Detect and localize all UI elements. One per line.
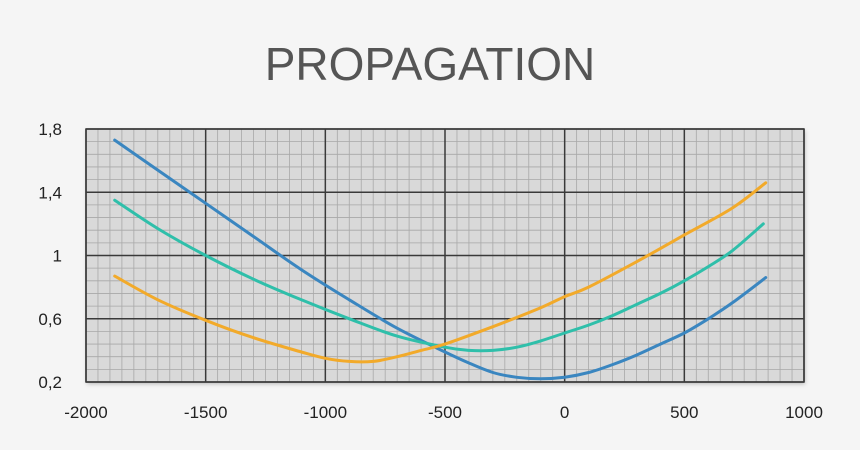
y-tick-label: 1,4 bbox=[38, 183, 62, 202]
x-tick-label: -1500 bbox=[184, 403, 227, 422]
y-tick-label: 1,8 bbox=[38, 120, 62, 139]
x-axis-ticks: -2000 -1500 -1000 -500 0 500 1000 bbox=[64, 403, 823, 422]
y-tick-label: 0,6 bbox=[38, 310, 62, 329]
x-tick-label: -1000 bbox=[304, 403, 347, 422]
x-tick-label: 0 bbox=[560, 403, 569, 422]
x-tick-label: -2000 bbox=[64, 403, 107, 422]
series-layer bbox=[113, 138, 768, 381]
series-line-1 bbox=[113, 138, 768, 381]
x-tick-label: 500 bbox=[670, 403, 698, 422]
series-line-3 bbox=[113, 181, 768, 364]
y-tick-label: 0,2 bbox=[38, 373, 62, 392]
plot-border bbox=[85, 128, 805, 383]
series-line-2 bbox=[113, 198, 765, 353]
y-axis-ticks: 0,2 0,6 1 1,4 1,8 bbox=[38, 120, 62, 392]
chart-title: PROPAGATION bbox=[265, 38, 596, 90]
x-tick-label: 1000 bbox=[785, 403, 823, 422]
x-tick-label: -500 bbox=[428, 403, 462, 422]
y-tick-label: 1 bbox=[53, 247, 62, 266]
